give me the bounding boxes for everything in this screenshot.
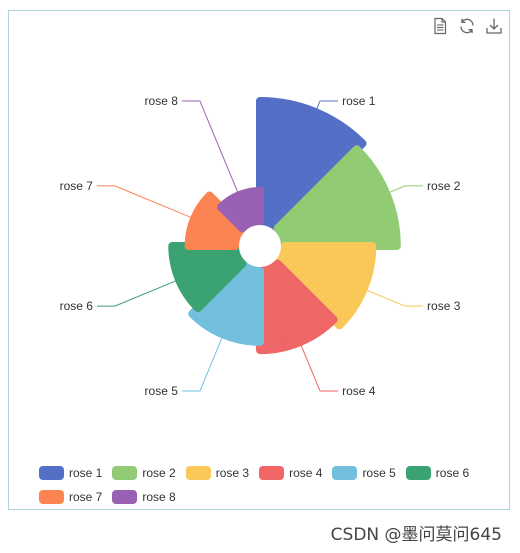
slice-rose-7[interactable] bbox=[184, 191, 247, 250]
slice-label-rose-4: rose 4 bbox=[342, 384, 376, 398]
label-line-rose-4 bbox=[298, 339, 339, 392]
legend-label-rose-6: rose 6 bbox=[435, 466, 470, 480]
label-line-rose-8 bbox=[181, 100, 241, 199]
data-view-icon[interactable] bbox=[431, 17, 449, 35]
slice-label-rose-8: rose 8 bbox=[145, 94, 179, 108]
slice-rose-4[interactable] bbox=[256, 259, 338, 355]
legend-item-rose-4[interactable]: rose 4 bbox=[259, 466, 322, 480]
chart-panel: rose 1 rose 2 rose 3 rose 4 rose 5 rose 6 rose… bbox=[8, 10, 510, 510]
legend-item-rose-5[interactable]: rose 5 bbox=[332, 466, 396, 480]
legend-swatch-rose-8 bbox=[112, 490, 138, 504]
save-as-image-icon[interactable] bbox=[485, 17, 503, 35]
slice-label-rose-7: rose 7 bbox=[60, 179, 94, 193]
slice-rose-1[interactable] bbox=[256, 97, 367, 233]
label-line-rose-6 bbox=[96, 277, 182, 307]
slice-label-rose-3: rose 3 bbox=[427, 299, 461, 313]
rose-chart: rose 1 rose 2 rose 3 rose 4 rose 5 rose 6 rose… bbox=[60, 94, 461, 398]
slice-label-rose-1: rose 1 bbox=[342, 94, 376, 108]
legend-item-rose-7[interactable]: rose 7 bbox=[39, 490, 102, 504]
legend-swatch-rose-3 bbox=[185, 466, 211, 480]
label-line-rose-2 bbox=[383, 185, 424, 196]
slice-label-rose-5: rose 5 bbox=[145, 384, 179, 398]
slice-rose-6[interactable] bbox=[168, 242, 247, 313]
slice-rose-8[interactable] bbox=[217, 187, 264, 233]
slice-rose-2[interactable] bbox=[273, 145, 401, 250]
legend-swatch-rose-1 bbox=[39, 466, 64, 480]
legend-swatch-rose-7 bbox=[39, 490, 64, 504]
slice-label-rose-2: rose 2 bbox=[427, 179, 461, 193]
legend-item-rose-1[interactable]: rose 1 bbox=[39, 466, 102, 480]
legend-item-rose-8[interactable]: rose 8 bbox=[112, 490, 176, 504]
legend-label-rose-2: rose 2 bbox=[142, 466, 176, 480]
label-line-rose-1 bbox=[313, 100, 339, 116]
legend-swatch-rose-2 bbox=[112, 466, 138, 480]
legend-label-rose-7: rose 7 bbox=[69, 490, 103, 504]
label-line-rose-7 bbox=[96, 185, 198, 221]
legend-swatch-rose-4 bbox=[259, 466, 285, 480]
slice-label-rose-6: rose 6 bbox=[60, 299, 94, 313]
label-line-rose-5 bbox=[181, 331, 225, 392]
legend-label-rose-1: rose 1 bbox=[69, 466, 103, 480]
watermark: CSDN @墨问莫问645 bbox=[330, 525, 502, 545]
restore-icon[interactable] bbox=[458, 17, 476, 35]
slice-rose-3[interactable] bbox=[273, 242, 377, 330]
slice-rose-5[interactable] bbox=[188, 259, 264, 346]
legend-label-rose-4: rose 4 bbox=[289, 466, 323, 480]
legend-swatch-rose-5 bbox=[332, 466, 358, 480]
legend-label-rose-3: rose 3 bbox=[215, 466, 250, 480]
legend-label-rose-8: rose 8 bbox=[142, 490, 176, 504]
legend-label-rose-5: rose 5 bbox=[362, 466, 396, 480]
legend-item-rose-3[interactable]: rose 3 bbox=[185, 466, 250, 480]
toolbox bbox=[431, 17, 503, 35]
legend-swatch-rose-6 bbox=[405, 466, 431, 480]
label-line-rose-3 bbox=[360, 287, 424, 307]
legend-item-rose-6[interactable]: rose 6 bbox=[405, 466, 470, 480]
legend: rose 1 rose 2 rose 3 rose 4 rose 5 rose 6 rose… bbox=[39, 466, 499, 504]
legend-item-rose-2[interactable]: rose 2 bbox=[112, 466, 176, 480]
